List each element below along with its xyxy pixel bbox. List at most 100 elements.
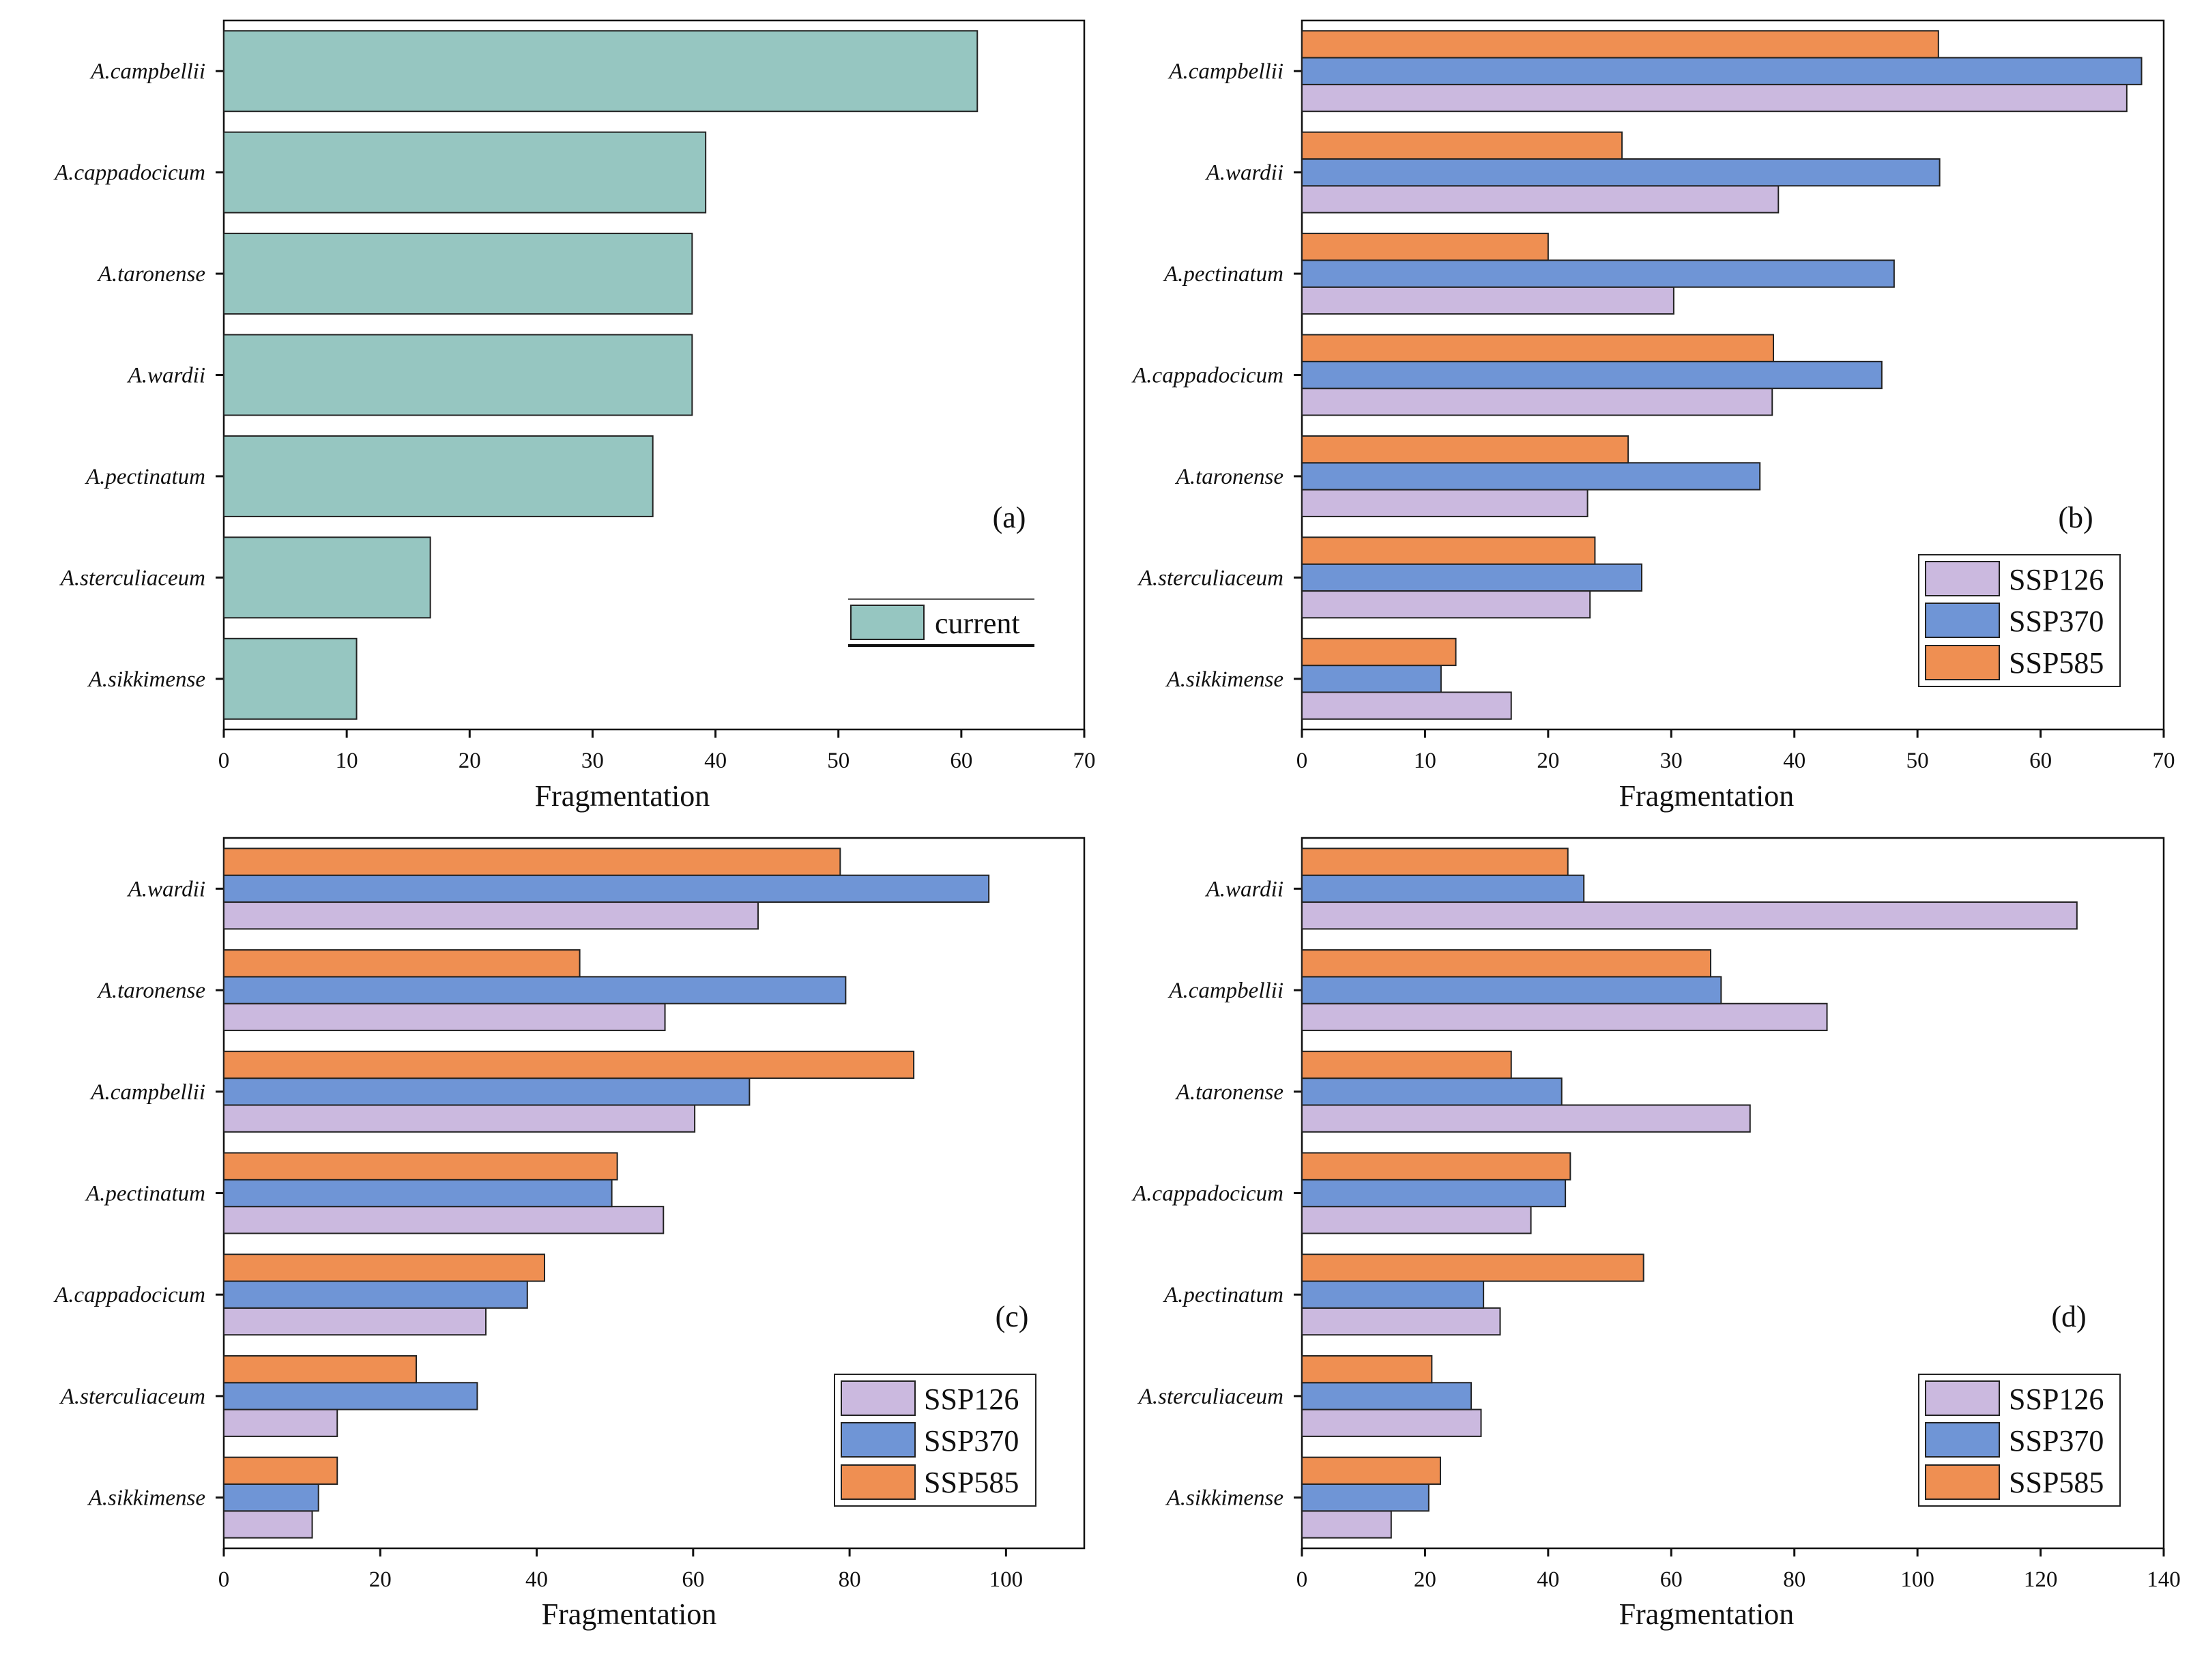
legend-label-ssp585: SSP585 <box>2009 646 2104 680</box>
panel-a-label: (a) <box>993 501 1026 534</box>
x-tick-label: 10 <box>1414 749 1436 773</box>
bar-a-wardii-ssp126 <box>1301 185 1780 214</box>
panel-d-bars <box>1301 848 2078 1539</box>
legend-swatch-ssp126 <box>1925 561 2000 596</box>
panel-b-bars <box>1301 30 2143 720</box>
y-tick-label-a-wardii: A.wardii <box>1205 161 1283 186</box>
bar-a-cappadocicum-ssp585 <box>223 1254 546 1282</box>
x-tick-label: 40 <box>1783 749 1805 773</box>
bar-a-pectinatum-ssp585 <box>1301 1254 1644 1282</box>
bar-a-pectinatum-ssp126 <box>1301 1307 1501 1336</box>
x-tick-label: 20 <box>1537 749 1559 773</box>
bar-a-cappadocicum-ssp126 <box>1301 1206 1532 1234</box>
legend-label-ssp126: SSP126 <box>2009 1382 2104 1416</box>
y-tick-label-a-campbellii: A.campbellii <box>1167 979 1283 1003</box>
bar-a-wardii-ssp370 <box>1301 874 1585 903</box>
x-tick-label: 70 <box>1073 749 1096 773</box>
y-tick-label-a-taronense: A.taronense <box>97 979 205 1003</box>
y-tick-label-a-sterculiaceum: A.sterculiaceum <box>1137 1385 1283 1409</box>
bar-a-taronense-ssp585 <box>1301 435 1629 464</box>
panel-a-y-axis: A.campbellii A.cappadocicum A.taronense A.w… <box>53 59 224 692</box>
bar-a-taronense-ssp370 <box>1301 462 1761 491</box>
x-tick-label: 60 <box>682 1567 704 1592</box>
bar-a-sikkimense-ssp370 <box>1301 1483 1430 1512</box>
legend-label-ssp126: SSP126 <box>2009 563 2104 596</box>
bar-a-wardii-ssp585 <box>1301 848 1569 876</box>
bar-a-sikkimense-ssp585 <box>1301 1456 1441 1485</box>
bar-a-sikkimense-current <box>223 637 358 720</box>
x-tick-label: 70 <box>2153 749 2175 773</box>
bar-a-sterculiaceum-ssp585 <box>223 1355 418 1384</box>
y-tick-label-a-cappadocicum: A.cappadocicum <box>53 1283 205 1307</box>
panel-b-y-axis: A.campbellii A.wardii A.pectinatum A.cappad… <box>1131 59 1302 692</box>
bar-a-pectinatum-ssp585 <box>223 1152 618 1181</box>
legend-swatch-ssp370 <box>841 1422 916 1458</box>
bar-a-cappadocicum-ssp585 <box>1301 334 1775 362</box>
x-tick-label: 30 <box>581 749 604 773</box>
bar-a-wardii-ssp126 <box>1301 901 2078 930</box>
bar-a-taronense-ssp126 <box>223 1002 666 1032</box>
y-tick-label-a-taronense: A.taronense <box>1175 1080 1283 1105</box>
bar-a-sterculiaceum-ssp370 <box>223 1382 478 1410</box>
y-tick-label-a-pectinatum: A.pectinatum <box>1163 262 1283 287</box>
legend-swatch-ssp585 <box>1925 1464 2000 1500</box>
y-tick-label-a-cappadocicum: A.cappadocicum <box>1131 364 1283 388</box>
panel-d-label: (d) <box>2051 1300 2086 1333</box>
legend-label-ssp126: SSP126 <box>924 1382 1019 1416</box>
legend-label-ssp370: SSP370 <box>924 1424 1019 1458</box>
bar-a-pectinatum-ssp370 <box>1301 259 1895 288</box>
bar-a-sterculiaceum-ssp126 <box>1301 590 1591 619</box>
bar-a-wardii-ssp126 <box>223 901 759 930</box>
y-tick-label-a-sikkimense: A.sikkimense <box>1165 667 1283 692</box>
panel-c-x-axis: 0 20 40 60 80 100 <box>218 1548 1023 1592</box>
bar-a-pectinatum-ssp370 <box>223 1178 613 1208</box>
x-tick-label: 0 <box>218 749 230 773</box>
panel-c-y-axis: A.wardii A.taronense A.campbellii A.pectina… <box>53 877 224 1511</box>
panel-b-x-axis-title: Fragmentation <box>1619 779 1795 813</box>
panel-a-x-axis-title: Fragmentation <box>535 779 710 813</box>
bar-a-pectinatum-ssp370 <box>1301 1280 1485 1309</box>
panel-b: A.campbellii A.wardii A.pectinatum A.cappad… <box>1131 19 2175 813</box>
bar-a-taronense-ssp370 <box>1301 1077 1563 1106</box>
bar-a-pectinatum-ssp585 <box>1301 233 1549 261</box>
y-tick-label-a-campbellii: A.campbellii <box>89 59 205 84</box>
x-tick-label: 20 <box>369 1567 392 1592</box>
panel-a: A.campbellii A.cappadocicum A.taronense A.w… <box>53 19 1096 813</box>
y-tick-label-a-cappadocicum: A.cappadocicum <box>1131 1182 1283 1206</box>
x-tick-label: 60 <box>950 749 972 773</box>
x-tick-label: 30 <box>1660 749 1683 773</box>
legend-label-ssp370: SSP370 <box>2009 1424 2104 1458</box>
bar-a-sterculiaceum-ssp126 <box>223 1408 338 1437</box>
panel-c-legend: SSP126 SSP370 SSP585 <box>834 1374 1036 1507</box>
bar-a-campbellii-ssp370 <box>1301 57 2143 85</box>
panel-a-x-axis: 0 10 20 30 40 50 60 70 <box>218 729 1096 773</box>
panel-d-x-axis-title: Fragmentation <box>1619 1597 1795 1631</box>
bar-a-cappadocicum-ssp370 <box>1301 1178 1567 1208</box>
bar-a-wardii-ssp370 <box>223 874 990 903</box>
bar-a-campbellii-ssp126 <box>1301 83 2128 113</box>
x-tick-label: 20 <box>459 749 481 773</box>
bar-a-pectinatum-ssp126 <box>1301 286 1674 315</box>
legend-swatch-current <box>850 605 925 640</box>
y-tick-label-a-sikkimense: A.sikkimense <box>87 1486 205 1511</box>
bar-a-taronense-ssp370 <box>223 976 847 1004</box>
panel-b-x-axis: 0 10 20 30 40 50 60 70 <box>1296 729 2175 773</box>
bar-a-sikkimense-ssp585 <box>1301 637 1457 667</box>
x-tick-label: 60 <box>1660 1567 1683 1592</box>
x-tick-label: 100 <box>1900 1567 1934 1592</box>
y-tick-label-a-campbellii: A.campbellii <box>1167 59 1283 84</box>
bar-a-sikkimense-ssp126 <box>223 1510 313 1539</box>
legend-swatch-ssp126 <box>841 1380 916 1416</box>
y-tick-label-a-sterculiaceum: A.sterculiaceum <box>59 1385 205 1409</box>
bar-a-campbellii-ssp585 <box>223 1050 915 1080</box>
y-tick-label-a-pectinatum: A.pectinatum <box>1163 1283 1283 1307</box>
bar-a-cappadocicum-ssp585 <box>1301 1152 1571 1181</box>
y-tick-label-a-wardii: A.wardii <box>127 877 205 901</box>
bar-a-campbellii-ssp370 <box>223 1077 751 1106</box>
legend-label-ssp585: SSP585 <box>924 1466 1019 1499</box>
panel-c: A.wardii A.taronense A.campbellii A.pectina… <box>53 837 1086 1631</box>
bar-a-cappadocicum-current <box>223 131 707 214</box>
bar-a-wardii-ssp370 <box>1301 158 1941 187</box>
bar-a-cappadocicum-ssp126 <box>223 1307 487 1336</box>
